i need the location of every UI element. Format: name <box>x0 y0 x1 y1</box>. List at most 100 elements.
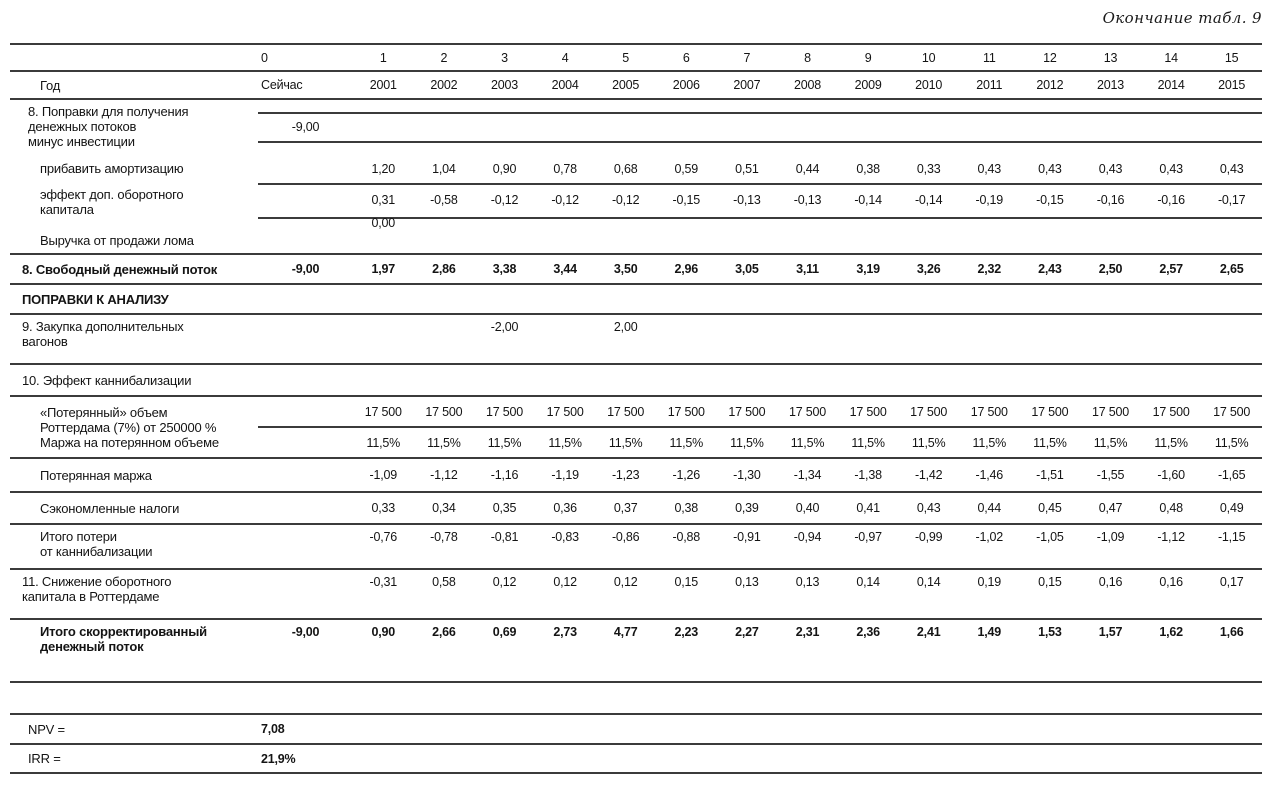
cell-year-13: 0,47 <box>1098 501 1123 515</box>
cell-year-7 <box>717 114 778 141</box>
cell-year-11 <box>959 114 1020 141</box>
cell-year-14: 17 500 <box>1152 404 1190 419</box>
cell-year-2 <box>414 745 475 772</box>
row-label-line: прибавить амортизацию <box>40 161 184 176</box>
row-values: -0,76 -0,78 -0,81 -0,83 -0,86 -0,88 -0,91 -0,94… <box>258 525 1262 568</box>
cell-year-10: 0,14 <box>916 575 941 589</box>
cell-year-14 <box>1141 715 1202 743</box>
row-working-capital-effect: эффект доп. оборотного капитала 0,31 -0,58 -… <box>10 183 1262 219</box>
cell-year-15: 1,66 <box>1219 625 1244 639</box>
cell-year-2: 2,66 <box>432 625 456 639</box>
horizontal-rule <box>10 772 1262 774</box>
cell-year-8: 0,40 <box>795 501 820 515</box>
cell-year-6: 0,59 <box>674 161 699 176</box>
cell-year-10: 2010 <box>915 78 943 92</box>
cell-year-10 <box>898 114 959 141</box>
row-values-stack: 17 500 17 500 17 500 17 500 17 500 17 500 17 5… <box>258 397 1262 457</box>
cell-year-8: 0,44 <box>795 161 820 176</box>
row-label: 10. Эффект каннибализации <box>10 365 258 395</box>
cell-year-7: 2007 <box>733 78 761 92</box>
cell-year-5: 11,5% <box>608 435 643 450</box>
cell-year-9: -0,14 <box>854 193 882 207</box>
cell-year-11 <box>959 745 1020 772</box>
cell-year-7: 0,39 <box>735 501 759 515</box>
cell-year-11: 0,43 <box>977 161 1002 176</box>
cell-year-3: 0,12 <box>492 575 517 589</box>
horizontal-rule <box>10 313 1262 315</box>
cell-year-8: 2008 <box>793 78 821 92</box>
cell-year-3: -2,00 <box>490 320 519 334</box>
cell-year-4: 0,36 <box>553 501 577 515</box>
cell-year-15: 0,17 <box>1219 575 1244 589</box>
cell-year-6: 2,96 <box>674 262 699 276</box>
cell-year-2: 2002 <box>430 78 458 92</box>
horizontal-rule-top <box>10 43 1262 45</box>
cell-year-10 <box>898 315 959 363</box>
row-additional-wagons-purchase: 9. Закупка дополнительных вагонов -2,00 2,0… <box>10 315 1262 363</box>
irr-row: IRR = 21,9% <box>10 745 1262 772</box>
row-label-line: капитала <box>40 202 94 217</box>
cell-year-9 <box>838 211 899 253</box>
cell-year-9 <box>838 365 899 395</box>
cell-year-15: 0,43 <box>1219 161 1244 176</box>
cell-year-4: -0,12 <box>551 193 579 207</box>
cell-year-10 <box>898 365 959 395</box>
cell-year-15 <box>1201 285 1262 313</box>
cell-year-14: 11,5% <box>1154 435 1188 450</box>
cell-year-1 <box>353 315 414 363</box>
row-values: -9,00 1,97 2,86 3,38 3,44 3,50 2,96 3,05 3,11 3,1… <box>258 255 1262 283</box>
cell-year-15: -1,65 <box>1217 468 1246 482</box>
cell-year-8 <box>777 745 838 772</box>
cell-year-8: 11,5% <box>790 435 825 450</box>
cell-year-14: -1,12 <box>1157 530 1185 544</box>
row-values: 17 500 17 500 17 500 17 500 17 500 17 500 17 5… <box>258 397 1262 428</box>
cell-year-13 <box>1080 285 1141 313</box>
cell-year-13: 11,5% <box>1093 435 1128 450</box>
cell-year-12: 1,53 <box>1038 625 1062 639</box>
cell-year-4: 4 <box>561 50 569 65</box>
cell-year-3: 3,38 <box>492 262 517 276</box>
cell-year-10: 17 500 <box>910 404 948 419</box>
financial-table: 0 1 2 3 4 5 6 7 8 9 10 11 12 13 14 15 Год Сейчас 2001 2002 2… <box>10 45 1262 774</box>
cell-year-10: 11,5% <box>911 435 946 450</box>
cell-year-5: 17 500 <box>607 404 645 419</box>
cell-year-13 <box>1080 315 1141 363</box>
row-label: 8. Поправки для получения денежных потоко… <box>10 100 258 154</box>
cell-year-9 <box>838 745 899 772</box>
cell-year-6: 2,23 <box>674 625 699 639</box>
cell-now: Сейчас <box>261 78 303 92</box>
row-label-line: денежных потоков <box>28 119 137 134</box>
cell-year-7: 7 <box>743 50 751 65</box>
row-taxes-saved: Сэкономленные налоги 0,33 0,34 0,35 0,36 0,37… <box>10 493 1262 523</box>
cell-year-14 <box>1141 365 1202 395</box>
cell-year-1: 1,20 <box>371 161 396 176</box>
cell-year-1: 0,00 <box>371 216 396 230</box>
cell-year-14: 14 <box>1164 50 1178 65</box>
cell-year-11: 2,32 <box>977 262 1002 276</box>
cell-year-3: 2003 <box>490 78 518 92</box>
cell-year-6 <box>656 285 717 313</box>
row-label: NPV = <box>10 715 258 743</box>
cell-year-15 <box>1201 715 1262 743</box>
horizontal-rule <box>10 70 1262 72</box>
cell-year-6: -0,88 <box>672 530 701 544</box>
cell-year-12 <box>1020 114 1081 141</box>
cell-now: -9,00 <box>291 120 320 134</box>
cell-year-11 <box>959 315 1020 363</box>
cell-year-15: 0,49 <box>1219 501 1244 515</box>
cell-now <box>258 428 353 457</box>
cell-year-1: 11,5% <box>366 435 401 450</box>
cell-year-13: 0,43 <box>1098 161 1123 176</box>
cell-year-15: 2,65 <box>1219 262 1244 276</box>
cell-year-13 <box>1080 365 1141 395</box>
cell-year-11: 1,49 <box>977 625 1002 639</box>
horizontal-rule <box>10 743 1262 745</box>
row-label-line: Год <box>40 77 61 93</box>
row-scrap-sale-proceeds: Выручка от продажи лома 0,00 <box>10 211 1262 253</box>
cell-year-7 <box>717 211 778 253</box>
cell-year-6 <box>656 365 717 395</box>
cell-year-1: 0,31 <box>371 193 396 207</box>
cell-year-2 <box>414 315 475 363</box>
row-label-line: ПОПРАВКИ К АНАЛИЗУ <box>22 291 169 307</box>
row-label-line: 9. Закупка дополнительных <box>22 319 184 334</box>
